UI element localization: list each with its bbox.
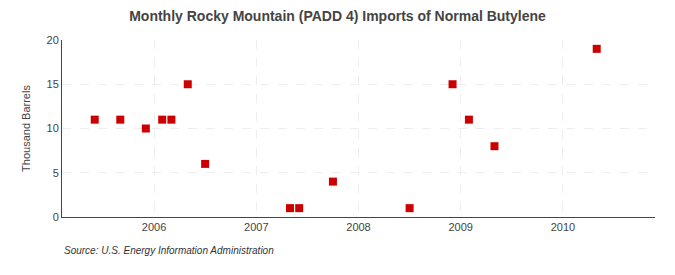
svg-text:10: 10	[47, 122, 59, 134]
svg-text:15: 15	[47, 78, 59, 90]
svg-text:0: 0	[53, 211, 59, 223]
svg-text:5: 5	[53, 167, 59, 179]
svg-text:2006: 2006	[142, 221, 166, 233]
svg-text:20: 20	[47, 34, 59, 46]
svg-text:2007: 2007	[244, 221, 268, 233]
svg-text:2010: 2010	[551, 221, 575, 233]
svg-text:2009: 2009	[448, 221, 472, 233]
svg-text:Monthly Rocky Mountain (PADD 4: Monthly Rocky Mountain (PADD 4) Imports …	[129, 8, 546, 24]
svg-text:Thousand Barrels: Thousand Barrels	[20, 85, 32, 172]
svg-text:Source: U.S. Energy Informatio: Source: U.S. Energy Information Administ…	[64, 245, 274, 256]
svg-text:2008: 2008	[346, 221, 370, 233]
